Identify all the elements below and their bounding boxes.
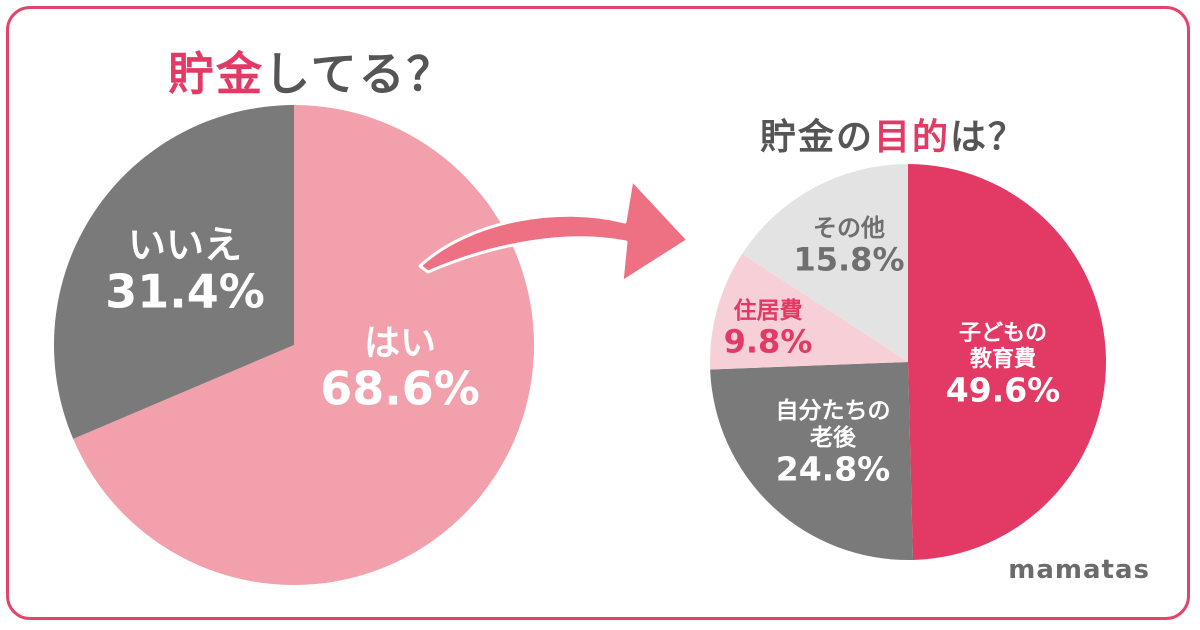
chart2-slice-3 [710,253,908,370]
brand-logo: mamatas [1008,555,1150,585]
chart1-slice-2 [53,105,294,439]
chart2-label-1: 子どもの教育費 49.6% [946,321,1061,410]
chart1-label-1: はい 68.6% [320,323,480,416]
chart2-label-2: 自分たちの老後 24.8% [776,397,891,489]
chart1-title-highlight: 貯金 [168,47,264,101]
chart2-title-highlight: 目的 [874,117,951,158]
chart2-label-3: 住居費 9.8% [724,297,813,361]
chart1-title: 貯金してる？ [168,38,455,104]
chart1-title-rest: してる？ [264,47,455,101]
chart2-title-end: は？ [950,117,1027,158]
chart2-title: 貯金の目的は？ [760,108,1026,160]
chart1-label-2: いいえ 31.4% [105,223,265,319]
chart2-title-start: 貯金の [760,117,875,158]
chart2-slice-4 [742,164,908,362]
chart2-slice-2 [710,362,913,561]
chart2-slice-1 [908,164,1107,560]
chart2-label-4: その他 15.8% [793,214,904,279]
arrow-icon [418,178,690,284]
card-frame [6,6,1190,620]
chart1-slice-1 [73,105,535,585]
